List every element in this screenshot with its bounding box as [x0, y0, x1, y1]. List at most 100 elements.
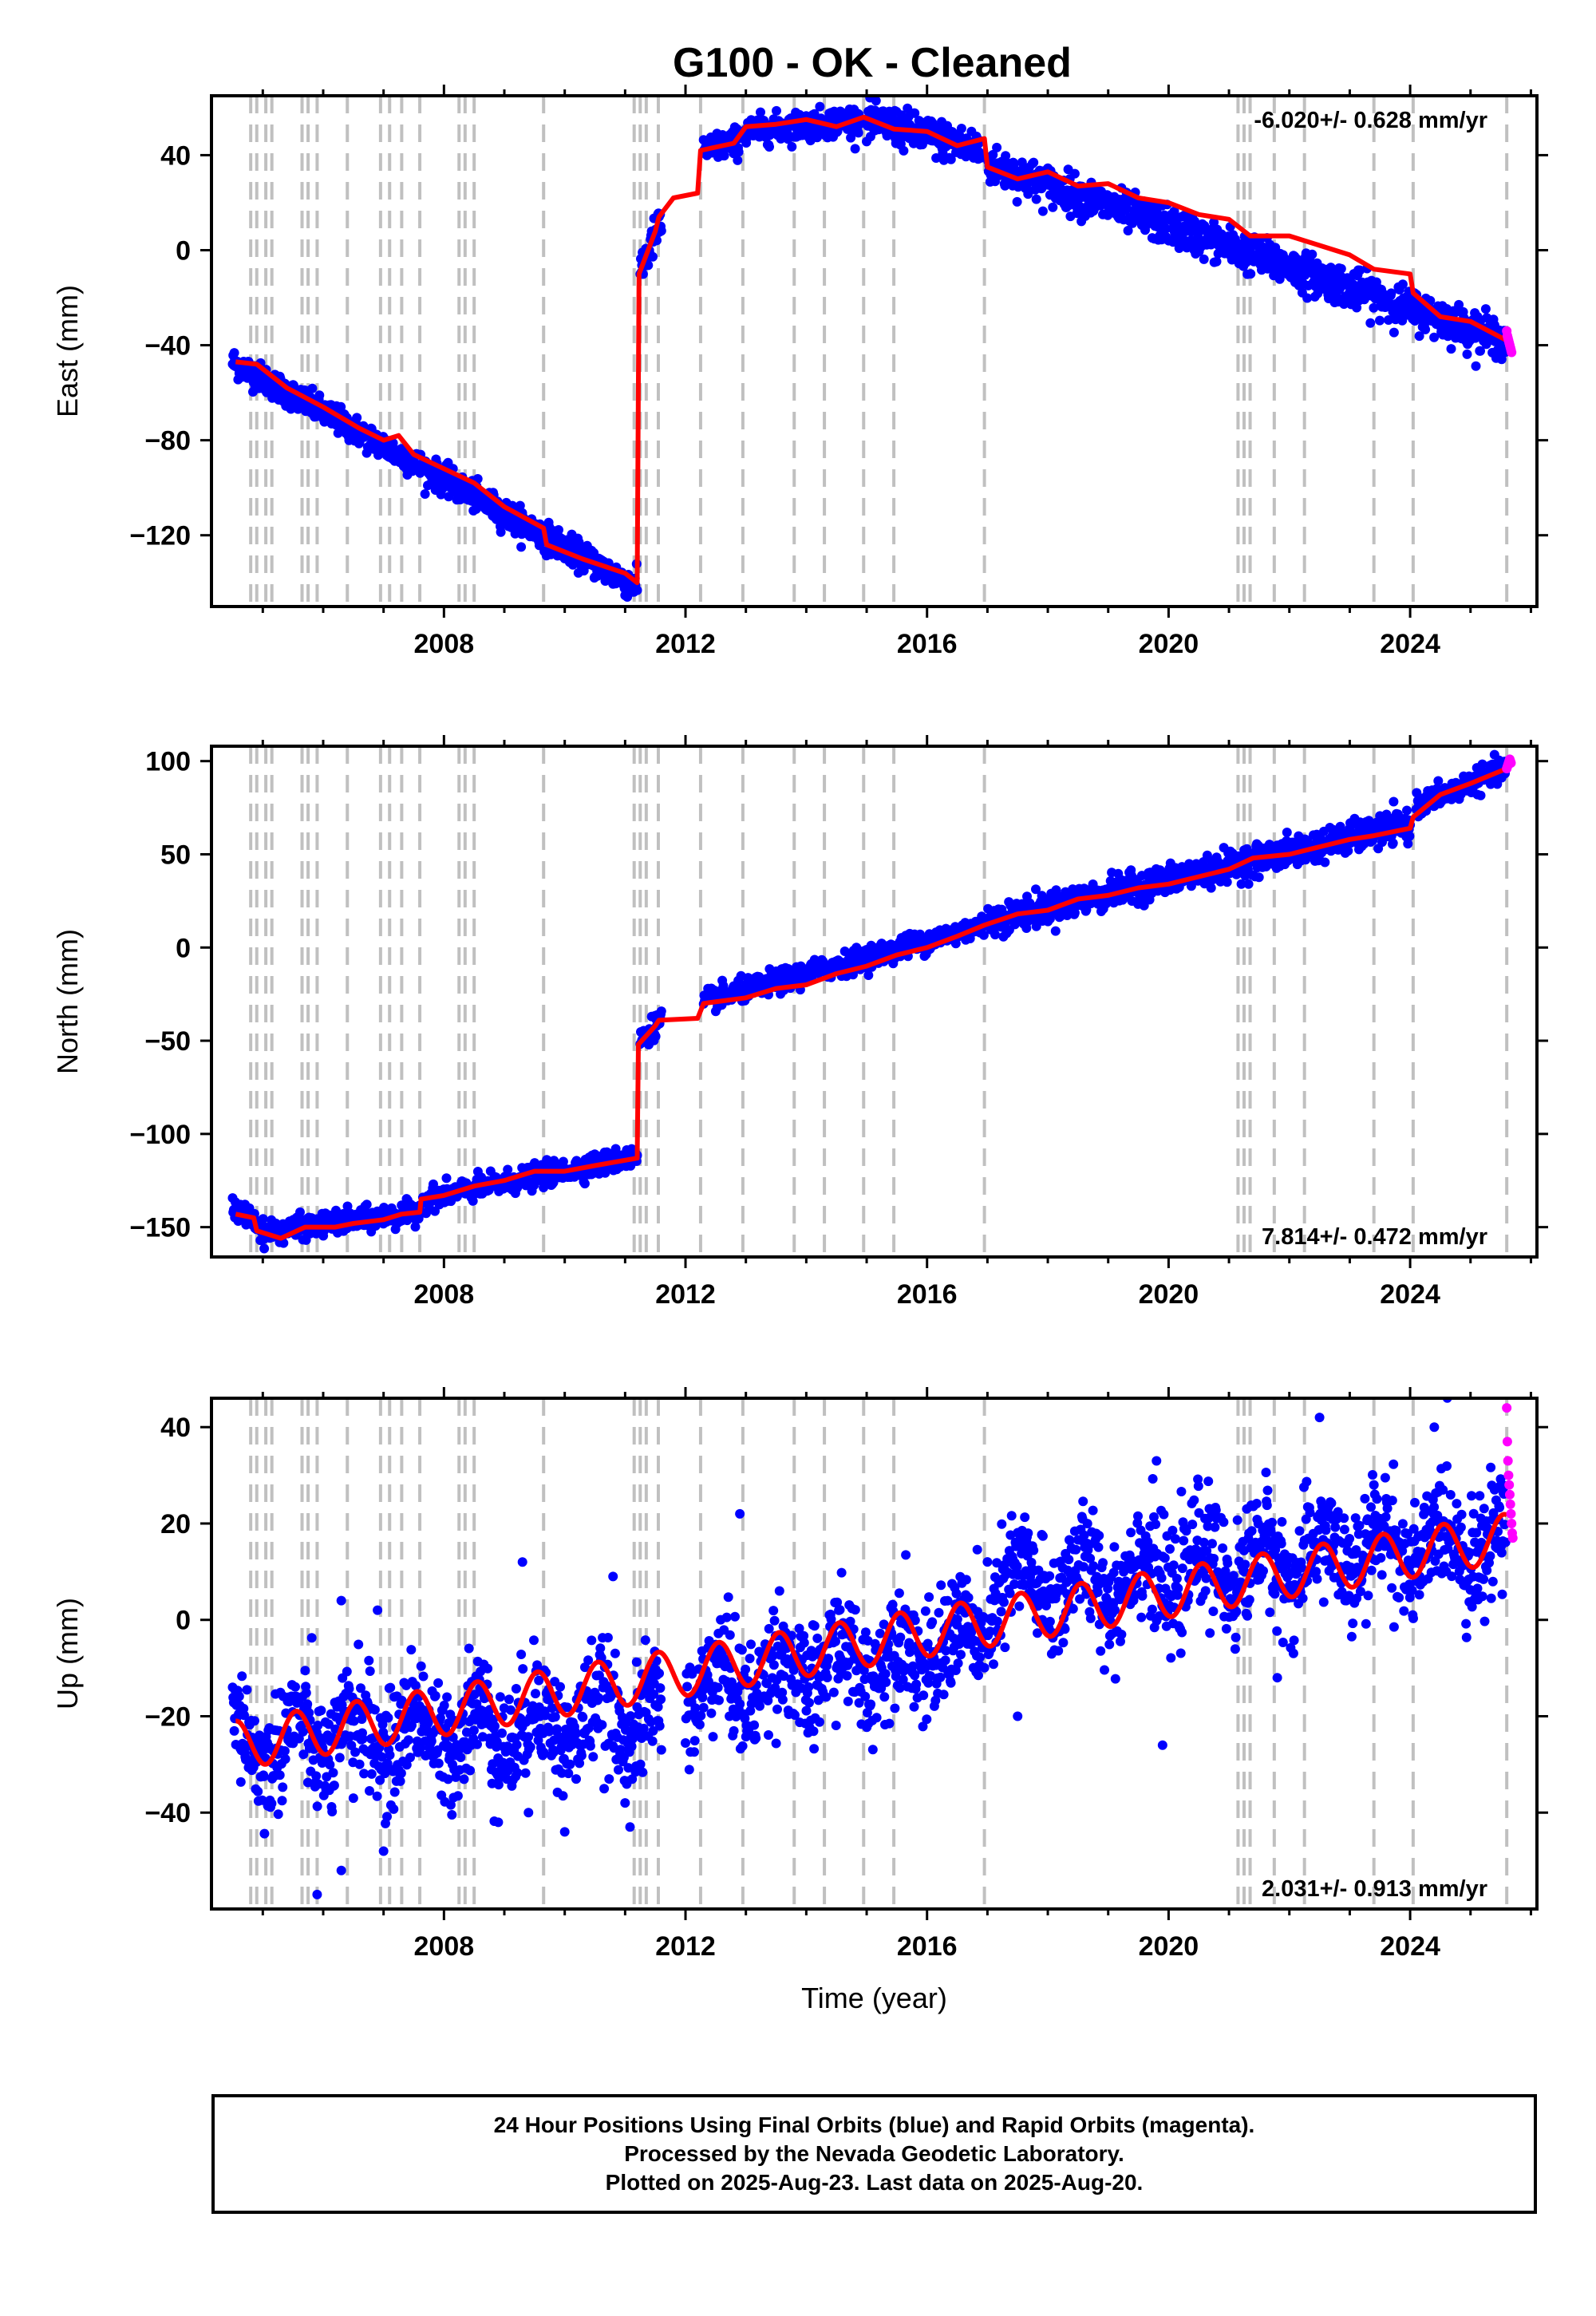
- data-point: [242, 1685, 252, 1695]
- data-point: [1388, 838, 1398, 848]
- data-point: [356, 1683, 365, 1694]
- data-point: [1462, 349, 1472, 359]
- data-point: [1397, 279, 1408, 290]
- data-point: [327, 1807, 338, 1816]
- data-point: [336, 401, 346, 412]
- data-point: [515, 500, 525, 511]
- data-point: [733, 155, 743, 165]
- data-point: [298, 1749, 309, 1760]
- data-point: [1480, 304, 1491, 314]
- data-point: [342, 1666, 352, 1677]
- data-point: [250, 1716, 259, 1726]
- y-tick-label: 0: [176, 235, 191, 266]
- data-point: [1389, 796, 1399, 807]
- data-point: [1050, 926, 1061, 936]
- data-point: [1017, 157, 1027, 168]
- x-tick-label: 2020: [1139, 629, 1199, 659]
- data-point: [1069, 168, 1080, 179]
- data-point: [375, 1775, 385, 1785]
- data-point: [1339, 299, 1349, 309]
- data-point: [354, 1639, 364, 1650]
- data-point: [956, 124, 966, 133]
- data-point: [382, 1812, 392, 1822]
- data-point: [656, 1006, 666, 1017]
- data-point: [325, 1760, 335, 1770]
- data-point: [239, 1710, 249, 1721]
- data-point: [863, 970, 874, 980]
- data-point: [910, 108, 920, 118]
- data-point: [853, 128, 863, 138]
- rapid-data-point: [1506, 758, 1516, 769]
- plot-area: [227, 746, 1516, 1257]
- y-tick-label: 0: [176, 933, 191, 963]
- data-point: [650, 1031, 661, 1041]
- data-point: [1169, 206, 1179, 216]
- data-point: [307, 383, 318, 393]
- data-point: [369, 1705, 380, 1715]
- data-point: [756, 107, 765, 117]
- data-point: [420, 489, 430, 499]
- data-point: [1282, 828, 1292, 837]
- data-point: [764, 142, 774, 152]
- data-point: [253, 1786, 263, 1796]
- data-point: [389, 1804, 399, 1814]
- x-tick-label: 2012: [655, 1279, 716, 1310]
- data-point: [312, 1801, 322, 1812]
- data-point: [229, 1725, 239, 1736]
- data-point: [946, 154, 956, 164]
- data-point: [273, 1809, 283, 1820]
- data-point: [1243, 879, 1254, 889]
- data-point: [329, 1780, 339, 1791]
- data-point: [1454, 299, 1464, 310]
- data-point: [1384, 315, 1393, 325]
- plot-area: [227, 96, 1517, 607]
- data-point: [314, 390, 325, 401]
- data-point: [311, 1771, 322, 1781]
- data-point: [1386, 288, 1396, 298]
- data-point: [1037, 206, 1048, 216]
- data-point: [383, 1713, 393, 1723]
- data-point: [1222, 877, 1232, 887]
- data-point: [1403, 839, 1413, 849]
- x-tick-label: 2024: [1380, 629, 1440, 659]
- data-point: [349, 1716, 359, 1726]
- data-point: [352, 413, 362, 423]
- data-point: [1446, 344, 1456, 354]
- data-point: [279, 1238, 289, 1248]
- data-point: [389, 1787, 400, 1797]
- velocity-label: -6.020+/- 0.628 mm/yr: [1254, 108, 1487, 133]
- data-point: [237, 1671, 247, 1682]
- data-point: [302, 1777, 313, 1788]
- data-point: [365, 1666, 375, 1676]
- data-point: [229, 348, 239, 358]
- data-point: [554, 525, 563, 535]
- data-point: [1320, 857, 1330, 868]
- data-point: [1433, 776, 1444, 786]
- data-point: [1012, 196, 1022, 207]
- model-fit-line: [235, 766, 1508, 1241]
- data-point: [1476, 790, 1486, 800]
- velocity-label: 7.814+/- 0.472 mm/yr: [1262, 1224, 1487, 1250]
- data-point: [579, 1179, 590, 1189]
- data-point: [1023, 189, 1033, 200]
- y-tick-label: −100: [129, 1120, 191, 1150]
- data-point: [1209, 217, 1219, 227]
- data-point: [280, 1754, 290, 1765]
- data-point: [772, 105, 781, 116]
- data-point: [917, 140, 927, 150]
- plot-area: [227, 1398, 1518, 1909]
- data-point: [1001, 151, 1011, 161]
- data-point: [395, 1776, 405, 1786]
- data-point: [990, 930, 1000, 940]
- data-point: [496, 527, 506, 537]
- data-point: [301, 1688, 311, 1698]
- data-point: [1365, 318, 1376, 328]
- data-point: [899, 145, 909, 156]
- data-point: [259, 1771, 269, 1781]
- x-tick-label: 2016: [897, 1279, 958, 1310]
- data-point: [358, 1733, 368, 1744]
- x-tick-label: 2024: [1380, 1279, 1440, 1310]
- data-point: [385, 1682, 396, 1693]
- data-point: [279, 1746, 290, 1756]
